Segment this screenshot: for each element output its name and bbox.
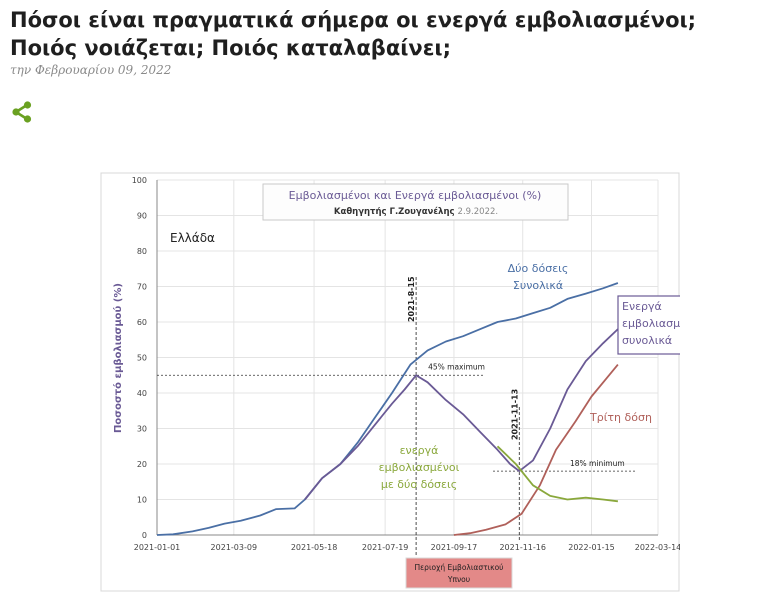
series-label-active-two-doses: εμβολιασμένοι [379,461,460,474]
share-icon [12,101,32,123]
x-tick-label: 2021-01-01 [134,543,181,552]
series-label-active-total: εμβολιασμένοι [622,317,680,330]
y-tick-label: 90 [137,212,147,221]
active-vaccinated-label-box [617,295,680,355]
x-tick-label: 2021-03-09 [211,543,258,552]
sleep-zone-box [405,557,513,589]
series-label-active-total: συνολικά [622,334,672,347]
x-tick-label: 2022-03-14 [635,543,680,552]
article-title: Πόσοι είναι πραγματικά σήμερα οι ενεργά … [10,8,697,60]
x-tick-label: 2021-11-16 [499,543,545,552]
y-tick-label: 60 [137,318,147,327]
y-tick-label: 20 [137,460,147,469]
x-tick-label: 2022-01-15 [568,543,615,552]
series-label-two-doses: Δύο δόσεις [508,262,569,275]
series-line-4 [496,445,619,503]
y-tick-label: 70 [137,283,147,292]
chart-frame [100,172,680,592]
y-axis-title: Ποσοστό εμβολιασμού (%) [112,283,124,433]
post-date: την Φεβρουαρίου 09, 2022 [10,63,172,77]
share-button[interactable] [10,100,34,124]
x-tick-label: 2021-07-19 [362,543,409,552]
series-line-2 [304,328,619,501]
y-tick-label: 100 [132,176,147,185]
vaccination-chart: 2021-8-15 45% maximum 2021-11-13 18% minimu… [100,172,680,592]
chart-author: Καθηγητής Γ.Ζουγανέλης 2.9.2022. [334,206,498,217]
series-label-active-total: Ενεργά [622,300,662,313]
chart-author-name: Καθηγητής Γ.Ζουγανέλης [334,206,455,217]
y-tick-label: 30 [137,425,147,434]
sleep-zone-label: Περιοχή Εμβολιαστικού [414,563,503,572]
region-label: Ελλάδα [170,231,215,245]
series-label-active-two-doses: ενεργά [400,444,439,457]
y-tick-label: 50 [137,354,147,363]
series-label-two-doses: Συνολικά [513,279,563,292]
y-tick-label: 80 [137,247,147,256]
series-line-3 [453,364,619,536]
sleep-zone-label: Υπνου [447,575,470,584]
y-tick-label: 0 [142,531,147,540]
x-tick-label: 2021-09-17 [431,543,478,552]
chart-author-date: 2.9.2022. [458,207,499,217]
x-tick-label: 2021-05-18 [291,543,338,552]
series-line-1 [156,282,619,536]
trough-label: 18% minimum [570,459,625,468]
chart-title-box [262,183,569,221]
peak-label: 45% maximum [428,362,485,371]
peak-date-label: 2021-8-15 [407,276,416,322]
series-label-active-two-doses: με δύο δόσεις [381,478,457,491]
chart-title: Εμβολιασμένοι και Ενεργά εμβολιασμένοι (… [289,189,542,202]
y-tick-label: 10 [137,496,147,505]
y-tick-label: 40 [137,389,147,398]
series-label-third-dose: Τρίτη δόση [589,411,652,424]
trough-date-label: 2021-11-13 [510,389,519,440]
